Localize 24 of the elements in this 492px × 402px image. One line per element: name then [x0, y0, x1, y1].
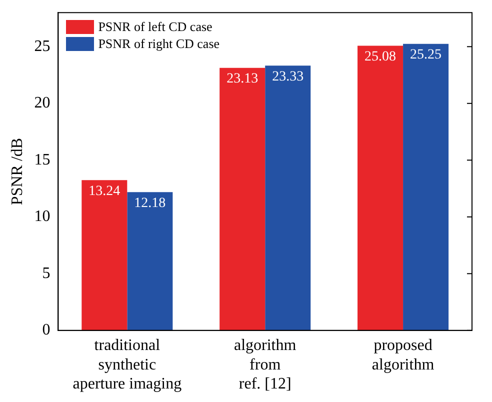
y-axis-title: PSNR /dB [8, 138, 26, 206]
bar [403, 44, 449, 330]
y-tick-label: 15 [34, 151, 50, 168]
bar [82, 180, 128, 330]
x-tick-label: traditional synthetic aperture imaging [72, 337, 182, 393]
y-tick-label: 10 [34, 208, 50, 226]
x-tick-label: algorithm from ref. [12] [234, 337, 297, 393]
y-tick-label: 0 [42, 322, 50, 339]
bar [220, 68, 266, 330]
y-tick-label: 5 [42, 264, 50, 282]
bar [358, 46, 404, 330]
data-label: 23.13 [226, 72, 258, 87]
y-tick-label: 25 [34, 38, 50, 55]
x-tick-label: proposed algorithm [372, 337, 435, 374]
data-label: 23.33 [272, 69, 304, 84]
legend-label: PSNR of left CD case [98, 19, 212, 36]
legend-label: PSNR of right CD case [98, 36, 220, 52]
data-label: 12.18 [134, 196, 166, 211]
bar [265, 66, 311, 330]
data-label: 25.08 [364, 49, 396, 64]
data-label: 13.24 [88, 184, 120, 199]
y-tick-label: 20 [34, 94, 50, 112]
data-label: 25.25 [410, 47, 442, 62]
bar [127, 192, 173, 330]
